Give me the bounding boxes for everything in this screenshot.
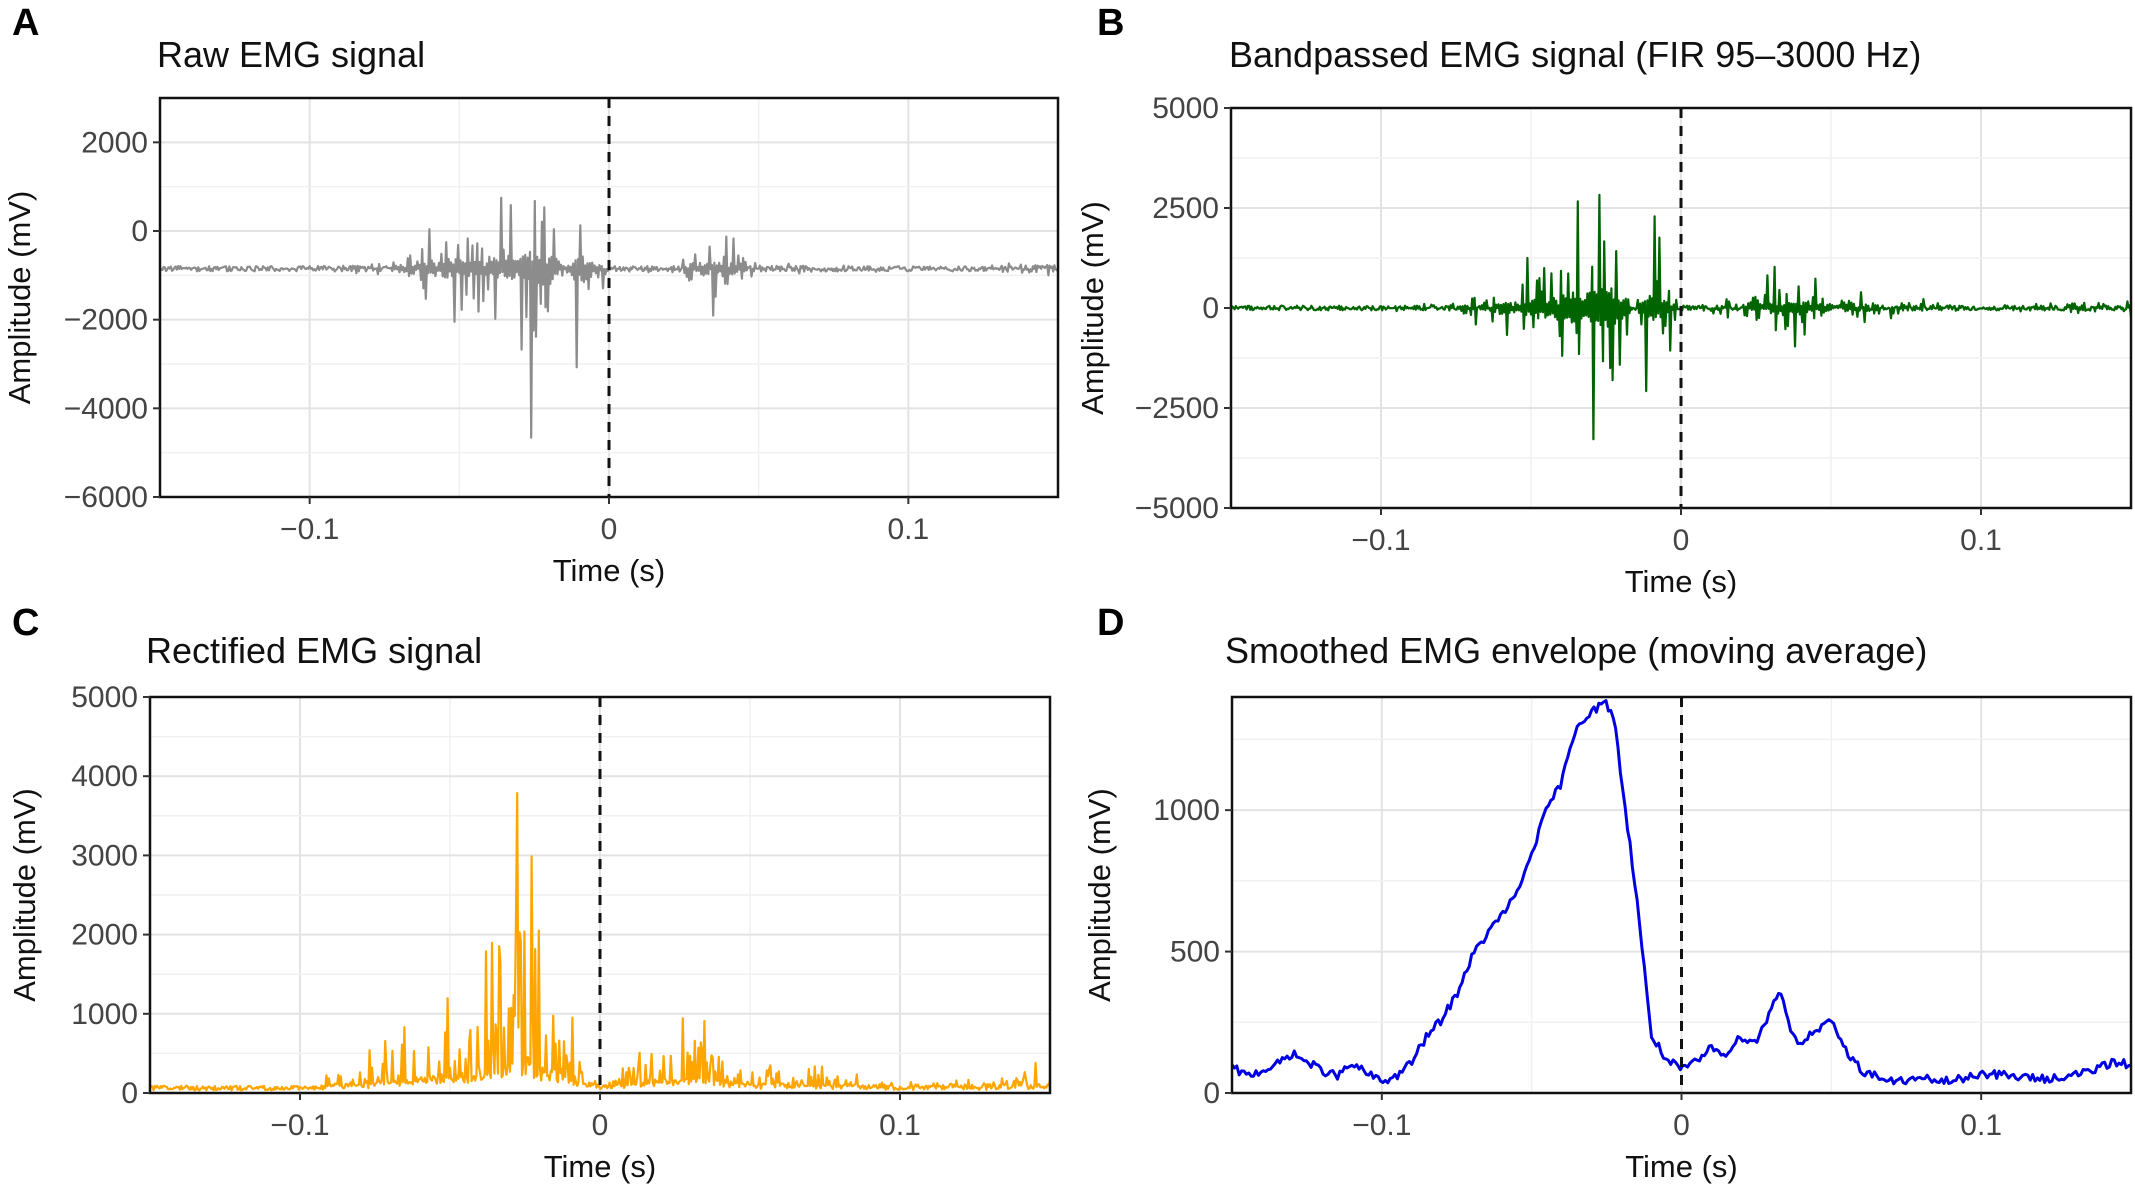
x-tick-label: 0: [601, 513, 618, 546]
panel-letter-c: C: [12, 602, 40, 644]
x-axis-label: Time (s): [1625, 1149, 1738, 1184]
y-axis-label: Amplitude (mV): [1075, 201, 1110, 415]
chart-b: −0.1 0 0.1 −5000 −2500 0 2500 5000 Time (s) Ampli…: [1075, 92, 2133, 599]
y-tick-label: 4000: [71, 760, 138, 793]
x-axis-label: Time (s): [553, 553, 666, 588]
y-tick-label: 1000: [1153, 794, 1220, 827]
y-tick-label: 3000: [71, 839, 138, 872]
x-tick-label: 0.1: [1960, 524, 2002, 557]
y-tick-label: −4000: [64, 392, 148, 425]
panel-title-c: Rectified EMG signal: [146, 630, 483, 671]
y-axis-label: Amplitude (mV): [2, 191, 37, 405]
panel-letter-a: A: [12, 2, 40, 44]
x-tick-label: 0: [592, 1109, 609, 1142]
panel-letter-d: D: [1097, 602, 1125, 644]
y-tick-label: 0: [1202, 292, 1219, 325]
chart-a: −0.1 0 0.1 −6000 −4000 −2000 0 2000 Time (s) Ampl…: [2, 96, 1060, 588]
x-tick-label: −0.1: [270, 1109, 329, 1142]
chart-d: −0.1 0 0.1 0 500 1000 Time (s) Amplitude (mV): [1082, 695, 2133, 1184]
y-tick-label: 1000: [71, 998, 138, 1031]
panel-title-a: Raw EMG signal: [157, 34, 426, 75]
y-tick-label: −2000: [64, 304, 148, 337]
y-axis-label: Amplitude (mV): [1082, 788, 1117, 1002]
y-tick-label: 5000: [71, 681, 138, 714]
y-tick-label: 500: [1170, 936, 1220, 969]
panel-title-b: Bandpassed EMG signal (FIR 95–3000 Hz): [1229, 34, 1922, 75]
y-tick-label: 5000: [1152, 92, 1219, 125]
signal-trace: [1230, 699, 2132, 1086]
panel-title-d: Smoothed EMG envelope (moving average): [1225, 630, 1928, 671]
chart-c: −0.1 0 0.1 0 1000 2000 3000 4000 5000 Time (s) Amp…: [7, 681, 1052, 1184]
x-tick-label: 0.1: [1960, 1109, 2002, 1142]
y-tick-label: −5000: [1135, 492, 1219, 525]
x-axis-label: Time (s): [544, 1149, 657, 1184]
y-tick-label: 2000: [81, 126, 148, 159]
x-tick-label: −0.1: [280, 513, 339, 546]
y-tick-label: 0: [131, 215, 148, 248]
x-tick-label: −0.1: [1352, 1109, 1411, 1142]
y-tick-label: 2000: [71, 919, 138, 952]
panel-letter-b: B: [1097, 2, 1125, 44]
y-axis-label: Amplitude (mV): [7, 788, 42, 1002]
x-tick-label: 0: [1673, 524, 1690, 557]
y-tick-label: 0: [121, 1077, 138, 1110]
x-tick-label: −0.1: [1351, 524, 1410, 557]
x-tick-label: 0: [1673, 1109, 1690, 1142]
x-tick-label: 0.1: [887, 513, 929, 546]
y-tick-label: −2500: [1135, 392, 1219, 425]
y-tick-label: −6000: [64, 481, 148, 514]
x-axis-label: Time (s): [1625, 564, 1738, 599]
y-tick-label: 2500: [1152, 192, 1219, 225]
x-tick-label: 0.1: [879, 1109, 921, 1142]
signal-trace: [149, 791, 1052, 1092]
y-tick-label: 0: [1203, 1077, 1220, 1110]
